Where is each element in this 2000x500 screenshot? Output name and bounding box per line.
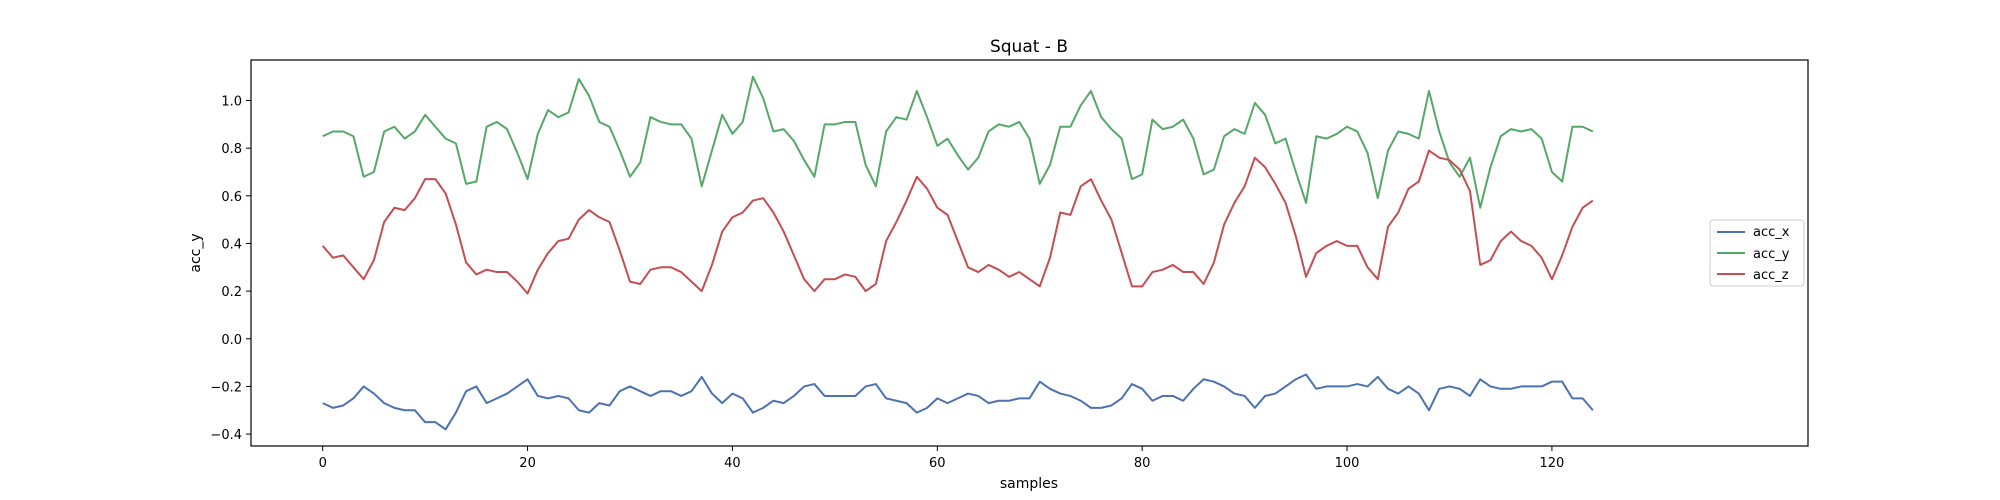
y-tick-label: 1.0 bbox=[221, 95, 242, 110]
y-tick-label: 0.2 bbox=[221, 285, 242, 300]
legend-label-acc-y: acc_y bbox=[1753, 247, 1790, 262]
x-tick-label: 100 bbox=[1335, 456, 1360, 471]
y-tick-label: 0.8 bbox=[221, 142, 242, 157]
axis-ticks: 0 20 40 60 80 100 120 −0.4 −0.2 0.0 0.2 0.4 0.6 0.8 1.… bbox=[210, 95, 1564, 471]
series-line-acc-z bbox=[321, 149, 1594, 295]
plot-area bbox=[321, 75, 1594, 431]
series-line-acc-x bbox=[322, 373, 1594, 431]
axes-frame bbox=[250, 59, 1809, 447]
x-tick-label: 80 bbox=[1134, 456, 1151, 471]
legend: acc_x acc_y acc_z bbox=[1709, 219, 1805, 287]
legend-frame bbox=[1709, 219, 1805, 287]
legend-label-acc-x: acc_x bbox=[1753, 225, 1790, 240]
series-line-acc-y bbox=[322, 75, 1594, 209]
x-tick-label: 0 bbox=[319, 456, 327, 471]
x-axis-label: samples bbox=[1000, 476, 1058, 492]
x-tick-label: 120 bbox=[1540, 456, 1565, 471]
x-tick-label: 60 bbox=[929, 456, 946, 471]
y-tick-label: 0.6 bbox=[221, 190, 242, 205]
chart-title: Squat - B bbox=[990, 37, 1068, 57]
y-tick-label: −0.2 bbox=[210, 380, 242, 395]
x-tick-label: 20 bbox=[519, 456, 536, 471]
y-axis-label: acc_y bbox=[188, 233, 204, 272]
legend-label-acc-z: acc_z bbox=[1753, 268, 1789, 283]
y-tick-label: −0.4 bbox=[210, 428, 242, 443]
x-tick-label: 40 bbox=[724, 456, 741, 471]
y-tick-label: 0.4 bbox=[221, 237, 242, 252]
y-tick-label: 0.0 bbox=[221, 333, 242, 348]
